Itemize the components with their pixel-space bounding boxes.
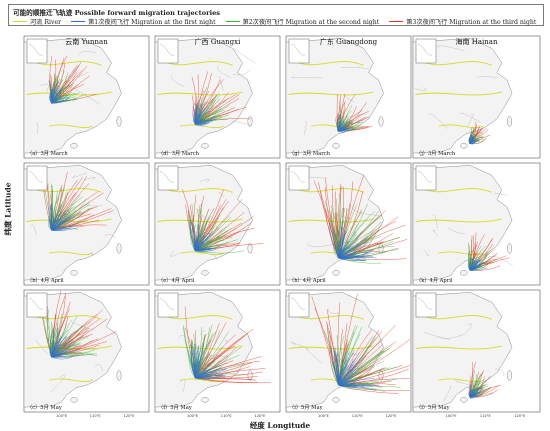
panel-label: （c）5月 May <box>27 404 62 411</box>
taiwan-island <box>379 116 383 126</box>
x-tick-label: 110°E <box>221 414 233 418</box>
south-china-sea-inset <box>416 39 436 63</box>
x-tick-label: 100°E <box>56 414 68 418</box>
x-tick-label: 100°E <box>318 414 330 418</box>
taiwan-island <box>248 370 252 380</box>
panel-label: （f）5月 May <box>158 404 192 411</box>
south-china-sea-inset <box>27 293 47 317</box>
panel-label: （l）5月 May <box>416 404 450 411</box>
x-tick-label: 110°E <box>480 414 492 418</box>
map-panel-g: 广东 Guangdong （g）3月 March <box>286 36 411 158</box>
taiwan-island <box>117 243 121 253</box>
x-tick-label: 120°E <box>124 414 136 418</box>
taiwan-island <box>248 243 252 253</box>
taiwan-island <box>117 370 121 380</box>
south-china-sea-inset <box>416 166 436 190</box>
map-panel-e: （e）4月 April <box>155 163 280 285</box>
panel-label: （a）3月 March <box>27 150 68 157</box>
hainan-island <box>71 143 78 148</box>
panel-label: （e）4月 April <box>158 277 195 284</box>
panel-label: （k）4月 April <box>416 277 453 284</box>
hainan-island <box>333 270 340 275</box>
x-tick-label: 120°E <box>514 414 526 418</box>
south-china-sea-inset <box>289 166 309 190</box>
map-panel-k: （k）4月 April <box>413 163 540 285</box>
hainan-island <box>333 143 340 148</box>
taiwan-island <box>507 116 511 126</box>
map-panel-b: （b）4月 April <box>24 163 149 285</box>
south-china-sea-inset <box>158 166 178 190</box>
map-panel-d: 广西 Guangxi （d）3月 March <box>155 36 280 158</box>
south-china-sea-inset <box>27 39 47 63</box>
map-panel-f: （f）5月 May 100°E 110°E 120°E <box>155 290 280 418</box>
panel-label: （g）3月 March <box>289 150 331 157</box>
x-tick-label: 110°E <box>352 414 364 418</box>
hainan-island <box>460 143 467 148</box>
taiwan-island <box>248 116 252 126</box>
panel-label: （j）3月 March <box>416 150 456 157</box>
map-panel-c: （c）5月 May 100°E 110°E 120°E <box>24 290 149 418</box>
south-china-sea-inset <box>289 293 309 317</box>
hainan-island <box>333 397 340 402</box>
south-china-sea-inset <box>27 166 47 190</box>
column-title-0: 云南 Yunnan <box>65 37 108 46</box>
south-china-sea-inset <box>416 293 436 317</box>
panel-label: （i）5月 May <box>289 404 323 411</box>
column-title-2: 广东 Guangdong <box>320 37 378 46</box>
map-panel-j: 海南 Hainan （j）3月 March <box>413 36 540 158</box>
south-china-sea-inset <box>158 39 178 63</box>
hainan-island <box>460 397 467 402</box>
panel-label: （h）4月 April <box>289 277 326 284</box>
column-title-1: 广西 Guangxi <box>195 37 241 46</box>
panel-label: （b）4月 April <box>27 277 64 284</box>
map-panel-i: （i）5月 May 100°E 110°E 120°E <box>286 290 411 418</box>
hainan-island <box>71 270 78 275</box>
taiwan-island <box>507 243 511 253</box>
hainan-island <box>202 143 209 148</box>
map-panel-a: 云南 Yunnan （a）3月 March <box>24 36 149 158</box>
south-china-sea-inset <box>158 293 178 317</box>
hainan-island <box>460 270 467 275</box>
taiwan-island <box>117 116 121 126</box>
x-tick-label: 100°E <box>187 414 199 418</box>
map-panel-h: （h）4月 April <box>286 163 411 285</box>
south-china-sea-inset <box>289 39 309 63</box>
column-title-3: 海南 Hainan <box>456 37 498 46</box>
map-panel-l: （l）5月 May 100°E 110°E 120°E <box>413 290 540 418</box>
taiwan-island <box>507 370 511 380</box>
hainan-island <box>71 397 78 402</box>
x-tick-label: 120°E <box>386 414 398 418</box>
x-tick-label: 120°E <box>255 414 267 418</box>
x-tick-label: 100°E <box>446 414 458 418</box>
panel-label: （d）3月 March <box>158 150 200 157</box>
hainan-island <box>202 397 209 402</box>
hainan-island <box>202 270 209 275</box>
x-tick-label: 110°E <box>90 414 102 418</box>
